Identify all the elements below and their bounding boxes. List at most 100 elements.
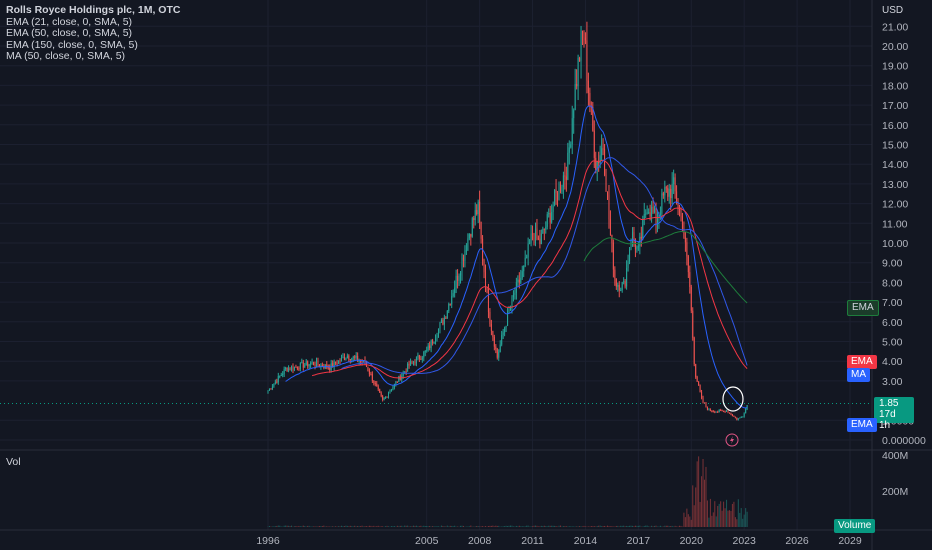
volume-bar: [742, 518, 744, 527]
volume-bar: [624, 526, 626, 527]
volume-bar: [549, 525, 551, 527]
candle-body: [404, 371, 406, 373]
candle-body: [524, 257, 526, 267]
candle-body: [621, 282, 623, 290]
volume-bar: [721, 510, 723, 527]
candle-body: [280, 375, 282, 377]
volume-bar: [623, 525, 625, 527]
volume-bar: [554, 525, 556, 527]
legend-ema50[interactable]: EMA (50, close, 0, SMA, 5): [6, 27, 133, 40]
volume-bar: [621, 525, 623, 527]
volume-bar: [373, 525, 375, 527]
candle-body: [283, 369, 285, 374]
volume-bar: [480, 526, 482, 527]
volume-bar: [317, 526, 319, 527]
legend-ma50[interactable]: MA (50, close, 0, SMA, 5): [6, 50, 126, 63]
volume-bar: [509, 525, 512, 527]
candle-body: [485, 272, 487, 289]
candle-body: [534, 228, 536, 244]
candle-body: [599, 155, 601, 164]
volume-bar: [546, 526, 548, 527]
volume-bar: [611, 526, 613, 527]
volume-bar: [540, 525, 542, 527]
volume-bar: [386, 525, 388, 527]
volume-bar: [633, 526, 635, 527]
candle-body: [305, 361, 307, 366]
candle-body: [703, 402, 706, 404]
volume-bar: [410, 526, 412, 527]
candle-body: [315, 360, 318, 367]
candle-body: [527, 243, 529, 258]
candle-body: [543, 228, 545, 230]
lightning-icon: [730, 436, 734, 444]
volume-bar: [728, 510, 730, 527]
volume-bar: [655, 525, 657, 527]
candle-body: [530, 233, 532, 244]
time-tick-label: 2017: [627, 535, 651, 547]
volume-bar: [293, 526, 295, 527]
candle-body: [676, 191, 678, 204]
volume-bar: [584, 526, 586, 527]
candle-body: [360, 360, 362, 362]
volume-bar: [276, 525, 278, 527]
candle-body: [458, 275, 460, 281]
volume-bar: [648, 526, 650, 527]
candle-body: [286, 368, 288, 372]
legend-ema150[interactable]: EMA (150, close, 0, SMA, 5): [6, 38, 138, 51]
volume-bar: [576, 526, 578, 527]
candle-body: [295, 366, 297, 368]
volume-bar: [492, 525, 494, 527]
candle-body: [374, 383, 376, 385]
candle-body: [733, 415, 735, 417]
volume-bar: [577, 526, 579, 527]
candle-body: [442, 319, 444, 325]
candle-body: [501, 335, 503, 345]
candle-body: [437, 328, 439, 337]
candle-body: [445, 317, 447, 319]
candle-body: [282, 373, 284, 376]
candle-body: [574, 84, 576, 111]
candle-body: [317, 360, 319, 365]
legend-ema21[interactable]: EMA (21, close, 0, SMA, 5): [6, 15, 133, 28]
candle-body: [642, 219, 644, 239]
volume-bar: [634, 525, 636, 527]
price-tick-label: 10.00: [882, 238, 908, 250]
candle-body: [630, 240, 632, 250]
candle-body: [662, 193, 664, 196]
time-tick-label: 2020: [680, 535, 704, 547]
volume-bar: [304, 525, 306, 527]
candle-body: [723, 410, 725, 412]
candle-body: [702, 397, 704, 403]
candle-body: [310, 363, 312, 365]
candle-body: [301, 362, 303, 364]
candle-body: [664, 187, 666, 196]
volume-bar: [354, 525, 356, 527]
volume-bar: [490, 525, 492, 527]
candle-body: [380, 392, 382, 397]
volume-bar: [489, 525, 491, 527]
candle-body: [557, 192, 559, 200]
price-tick-label: 16.00: [882, 120, 908, 132]
candle-body: [656, 218, 658, 224]
time-tick-label: 2014: [574, 535, 598, 547]
candle-body: [408, 363, 410, 366]
candle-body: [398, 376, 400, 383]
candle-body: [539, 238, 541, 245]
candle-body: [624, 281, 626, 287]
candle-body: [627, 261, 629, 269]
candle-body: [695, 364, 697, 377]
candle-body: [721, 410, 723, 412]
volume-bar: [318, 526, 320, 527]
candle-body: [552, 205, 554, 212]
volume-bar: [652, 526, 654, 527]
volume-bar: [727, 510, 729, 527]
volume-bar: [323, 525, 325, 527]
volume-bar: [606, 525, 609, 527]
candle-body: [487, 289, 489, 313]
candle-body: [417, 355, 419, 358]
candle-body: [268, 388, 270, 391]
volume-bar: [468, 526, 470, 527]
candle-body: [388, 393, 390, 397]
volume-bar: [701, 476, 703, 527]
